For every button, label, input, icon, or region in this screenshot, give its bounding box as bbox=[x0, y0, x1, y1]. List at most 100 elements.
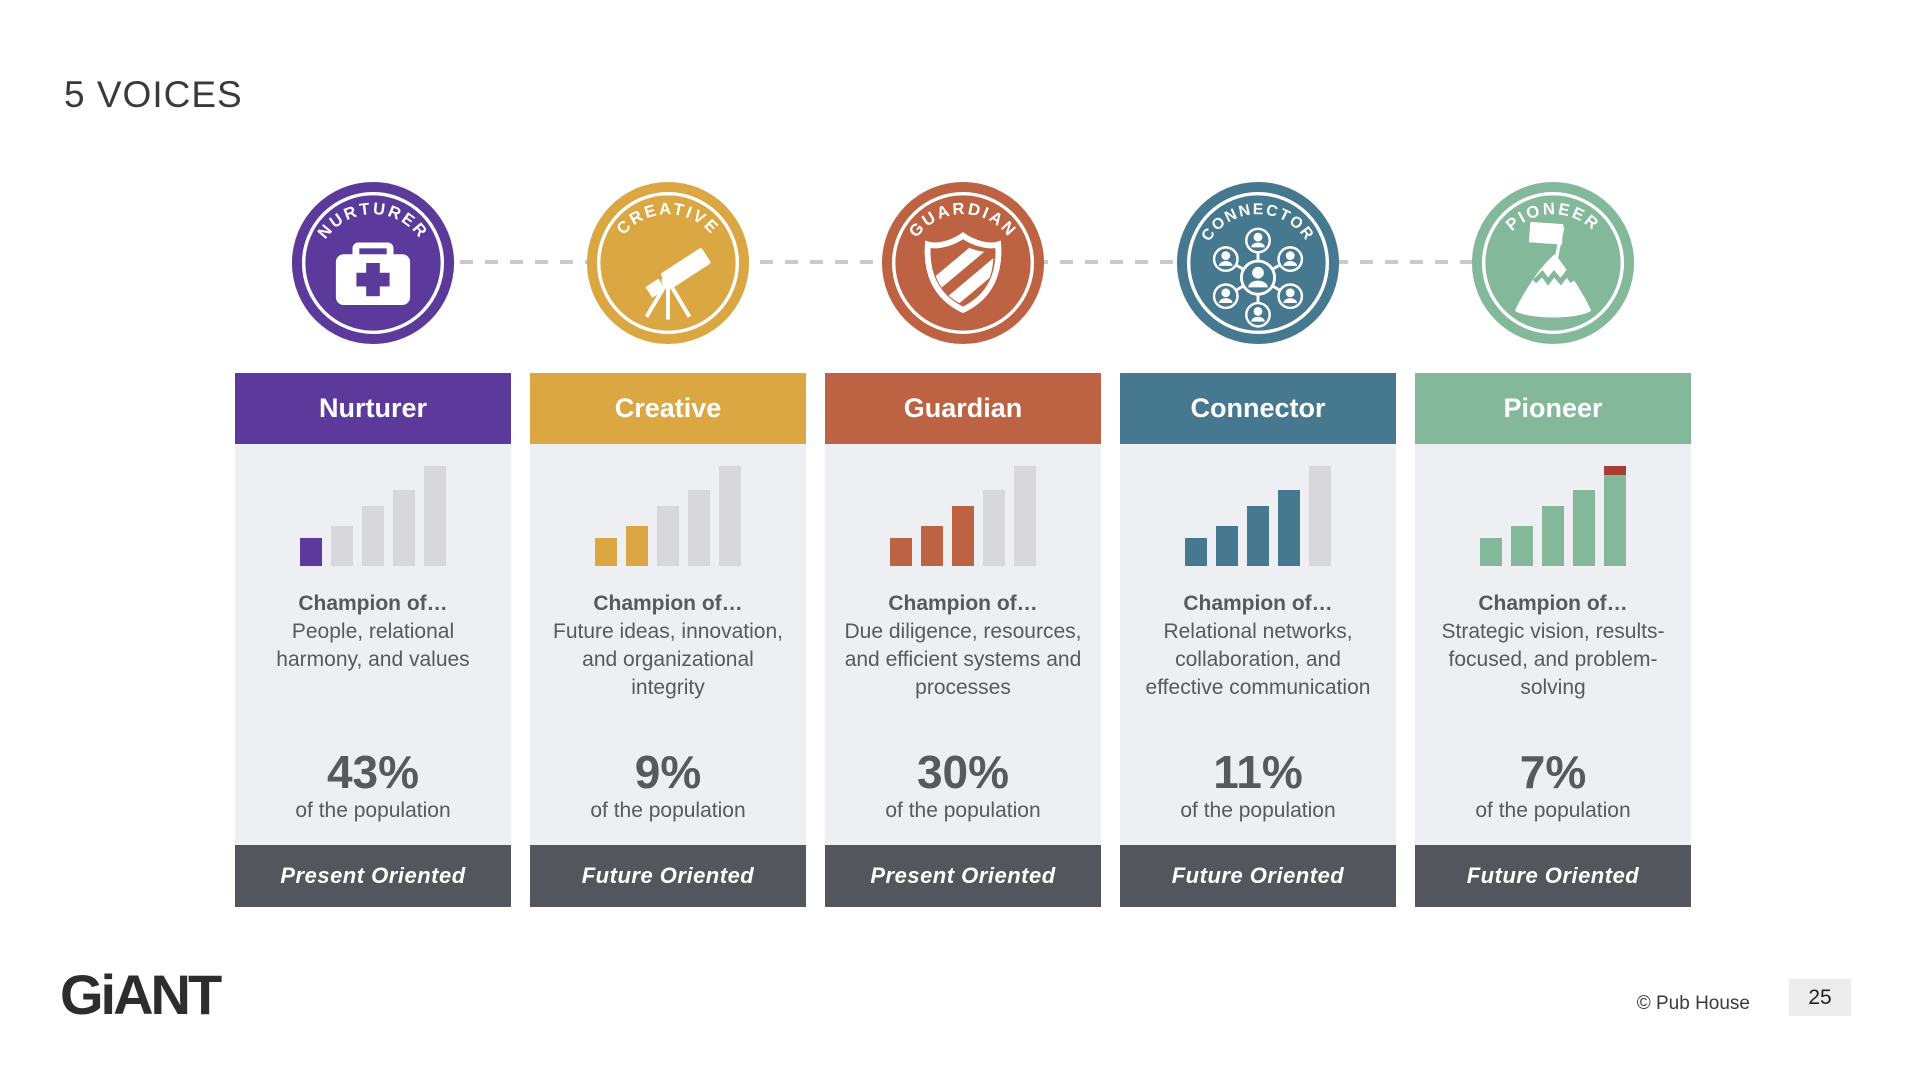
chart-bar bbox=[1542, 506, 1564, 566]
orientation-banner: Present Oriented bbox=[235, 845, 511, 907]
shield-icon bbox=[924, 232, 1002, 314]
voice-name: Pioneer bbox=[1503, 393, 1603, 423]
page-number: 25 bbox=[1789, 979, 1851, 1016]
orientation-label: Future Oriented bbox=[581, 863, 755, 888]
chart-bar-cap bbox=[1604, 466, 1626, 475]
chart-bar bbox=[952, 506, 974, 566]
chart-bar bbox=[1185, 538, 1207, 566]
percent-value: 43% bbox=[326, 746, 420, 798]
chart-bar bbox=[657, 506, 679, 566]
mountain-flag-icon bbox=[1514, 221, 1592, 318]
chart-bar bbox=[1247, 506, 1269, 566]
chart-bar bbox=[1014, 466, 1036, 566]
first-aid-kit-icon bbox=[335, 242, 411, 305]
champion-description: People, relational harmony, and values bbox=[276, 620, 470, 671]
champion-description: Strategic vision, results-focused, and p… bbox=[1441, 620, 1665, 699]
champion-heading: Champion of… bbox=[593, 592, 743, 615]
voice-name: Connector bbox=[1190, 393, 1326, 423]
chart-bar bbox=[331, 526, 353, 566]
card-header: Guardian bbox=[825, 373, 1101, 444]
chart-bar bbox=[300, 538, 322, 566]
card-body: Champion of… Relational networks, collab… bbox=[1120, 444, 1396, 845]
percent-caption: of the population bbox=[295, 799, 451, 822]
percent-value: 11% bbox=[1213, 746, 1303, 798]
chart-bar bbox=[1480, 538, 1502, 566]
orientation-label: Present Oriented bbox=[280, 863, 466, 888]
chart-bar bbox=[890, 538, 912, 566]
orientation-banner: Future Oriented bbox=[1120, 845, 1396, 907]
population-stat: 11% of the population bbox=[1120, 748, 1396, 823]
badge-row: NURTURER CREATIVE bbox=[235, 180, 1691, 346]
card-body: Champion of… Strategic vision, results-f… bbox=[1415, 444, 1691, 845]
card-body: Champion of… Future ideas, innovation, a… bbox=[530, 444, 806, 845]
card-body: Champion of… People, relational harmony,… bbox=[235, 444, 511, 845]
card-header: Pioneer bbox=[1415, 373, 1691, 444]
chart-bar bbox=[1309, 466, 1331, 566]
percent-value: 9% bbox=[634, 746, 702, 798]
champion-block: Champion of… People, relational harmony,… bbox=[253, 590, 493, 674]
population-stat: 9% of the population bbox=[530, 748, 806, 823]
champion-block: Champion of… Due diligence, resources, a… bbox=[843, 590, 1083, 702]
guardian-badge: GUARDIAN bbox=[825, 180, 1101, 346]
orientation-banner: Future Oriented bbox=[530, 845, 806, 907]
voice-cards: Nurturer Champion of… People, relational… bbox=[235, 373, 1691, 907]
card-header: Creative bbox=[530, 373, 806, 444]
chart-bar bbox=[1573, 490, 1595, 566]
orientation-label: Present Oriented bbox=[870, 863, 1056, 888]
bar-chart bbox=[843, 464, 1083, 566]
champion-heading: Champion of… bbox=[1183, 592, 1333, 615]
copyright-text: © Pub House bbox=[1636, 993, 1750, 1014]
orientation-label: Future Oriented bbox=[1466, 863, 1640, 888]
bar-chart bbox=[253, 464, 493, 566]
chart-bar bbox=[688, 490, 710, 566]
people-network-icon bbox=[1212, 227, 1304, 328]
orientation-banner: Present Oriented bbox=[825, 845, 1101, 907]
card-body: Champion of… Due diligence, resources, a… bbox=[825, 444, 1101, 845]
card-header: Nurturer bbox=[235, 373, 511, 444]
bar-chart bbox=[548, 464, 788, 566]
five-voices-deck: NURTURER CREATIVE bbox=[235, 180, 1691, 907]
telescope-icon bbox=[644, 248, 711, 320]
champion-heading: Champion of… bbox=[1478, 592, 1628, 615]
percent-value: 7% bbox=[1519, 746, 1587, 798]
chart-bar bbox=[1511, 526, 1533, 566]
population-stat: 7% of the population bbox=[1415, 748, 1691, 823]
champion-block: Champion of… Strategic vision, results-f… bbox=[1433, 590, 1673, 702]
chart-bar bbox=[921, 526, 943, 566]
percent-caption: of the population bbox=[885, 799, 1041, 822]
pioneer-card: Pioneer Champion of… Strategic vision, r… bbox=[1415, 373, 1691, 907]
voice-name: Guardian bbox=[903, 393, 1023, 423]
voice-name: Creative bbox=[614, 393, 722, 423]
card-header: Connector bbox=[1120, 373, 1396, 444]
percent-value: 30% bbox=[916, 746, 1010, 798]
chart-bar bbox=[1604, 466, 1626, 566]
chart-bar bbox=[983, 490, 1005, 566]
connector-badge: CONNECTOR bbox=[1120, 180, 1396, 346]
nurturer-badge: NURTURER bbox=[235, 180, 511, 346]
creative-badge: CREATIVE bbox=[530, 180, 806, 346]
chart-bar bbox=[424, 466, 446, 566]
champion-block: Champion of… Relational networks, collab… bbox=[1138, 590, 1378, 702]
champion-block: Champion of… Future ideas, innovation, a… bbox=[548, 590, 788, 702]
orientation-label: Future Oriented bbox=[1171, 863, 1345, 888]
guardian-card: Guardian Champion of… Due diligence, res… bbox=[825, 373, 1101, 907]
population-stat: 30% of the population bbox=[825, 748, 1101, 823]
population-stat: 43% of the population bbox=[235, 748, 511, 823]
champion-description: Due diligence, resources, and efficient … bbox=[844, 620, 1082, 699]
connector-card: Connector Champion of… Relational networ… bbox=[1120, 373, 1396, 907]
creative-card: Creative Champion of… Future ideas, inno… bbox=[530, 373, 806, 907]
champion-description: Relational networks, collaboration, and … bbox=[1145, 620, 1371, 699]
percent-caption: of the population bbox=[1180, 799, 1336, 822]
chart-bar bbox=[362, 506, 384, 566]
chart-bar bbox=[626, 526, 648, 566]
chart-bar bbox=[719, 466, 741, 566]
voice-name: Nurturer bbox=[318, 393, 427, 423]
chart-bar bbox=[1216, 526, 1238, 566]
bar-chart bbox=[1433, 464, 1673, 566]
champion-heading: Champion of… bbox=[888, 592, 1038, 615]
percent-caption: of the population bbox=[1475, 799, 1631, 822]
orientation-banner: Future Oriented bbox=[1415, 845, 1691, 907]
champion-heading: Champion of… bbox=[298, 592, 448, 615]
pioneer-badge: PIONEER bbox=[1415, 180, 1691, 346]
percent-caption: of the population bbox=[590, 799, 746, 822]
